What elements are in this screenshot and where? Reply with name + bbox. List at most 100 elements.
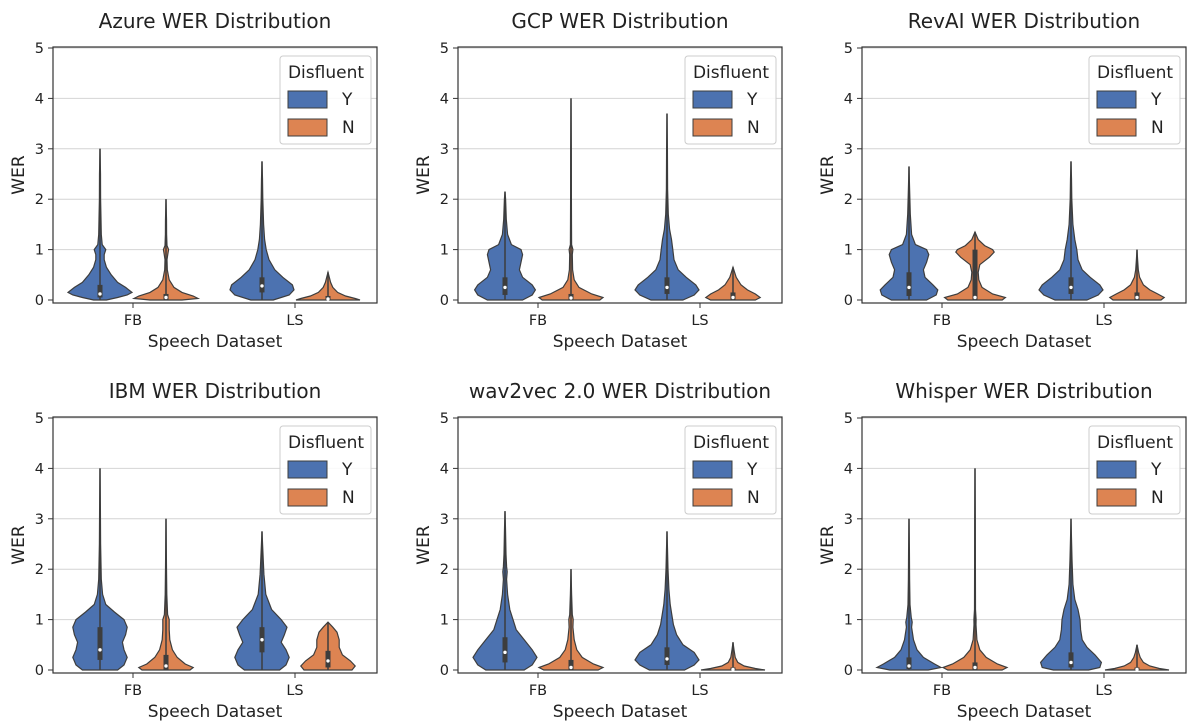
- chart-panel-4: 0 1 2 3 4 5 FB LS IBM WER Distribution Speech Dat…: [9, 379, 378, 722]
- violin-median: [98, 292, 102, 296]
- violin-median: [973, 295, 977, 300]
- legend-swatch-n: [692, 118, 733, 137]
- y-tick-label: 4: [35, 91, 44, 107]
- y-tick-label: 1: [440, 613, 449, 629]
- legend-title: Disfluent: [1097, 433, 1173, 453]
- y-tick-label: 2: [440, 192, 449, 208]
- chart-panel-3: 0 1 2 3 4 5 FB LS RevAI WER Distribution Speech D…: [818, 9, 1187, 352]
- y-axis-label: WER: [414, 525, 434, 565]
- chart-title: Azure WER Distribution: [99, 9, 332, 33]
- chart-title: RevAI WER Distribution: [908, 9, 1140, 33]
- y-tick-label: 3: [35, 512, 44, 528]
- x-tick-label: FB: [933, 313, 951, 329]
- x-tick-label: FB: [529, 683, 547, 699]
- y-tick-label: 0: [844, 663, 853, 679]
- x-axis-label: Speech Dataset: [957, 332, 1092, 352]
- x-axis-label: Speech Dataset: [553, 332, 688, 352]
- legend-entry-n: N: [342, 118, 355, 138]
- legend-entry-n: N: [1151, 118, 1164, 138]
- plot-frame: [457, 46, 783, 304]
- legend: Disfluent YN: [684, 55, 777, 145]
- y-tick-label: 5: [844, 411, 853, 427]
- legend-title: Disfluent: [288, 433, 364, 453]
- chart-panel-6: 0 1 2 3 4 5 FB LS Whisper WER Distribution Speech…: [818, 379, 1187, 722]
- y-tick-label: 3: [35, 142, 44, 158]
- y-tick-label: 5: [440, 41, 449, 57]
- x-axis-label: Speech Dataset: [148, 702, 283, 722]
- legend-entry-n: N: [747, 488, 760, 508]
- chart-title: wav2vec 2.0 WER Distribution: [469, 379, 771, 403]
- plot-frame: [52, 46, 378, 304]
- y-tick-label: 2: [35, 192, 44, 208]
- legend-entry-n: N: [1151, 488, 1164, 508]
- x-tick-label: LS: [1095, 683, 1112, 699]
- chart-title: GCP WER Distribution: [511, 9, 728, 33]
- chart-title: IBM WER Distribution: [109, 379, 322, 403]
- legend-title: Disfluent: [693, 63, 769, 83]
- legend-entry-y: Y: [341, 460, 353, 480]
- plot-frame: [52, 416, 378, 674]
- violin-median: [569, 296, 573, 300]
- violin-median: [1069, 660, 1073, 665]
- legend-entry-n: N: [342, 488, 355, 508]
- x-axis-label: Speech Dataset: [148, 332, 283, 352]
- legend-title: Disfluent: [693, 433, 769, 453]
- legend: Disfluent YN: [279, 55, 372, 145]
- y-tick-label: 2: [844, 192, 853, 208]
- x-axis-label: Speech Dataset: [553, 702, 688, 722]
- legend-swatch-y: [1096, 460, 1137, 479]
- violin-median: [731, 295, 735, 300]
- legend-swatch-n: [1096, 488, 1137, 507]
- chart-panel-5: 0 1 2 3 4 5 FB LS wav2vec 2.0 WER Distribution Sp…: [414, 379, 783, 722]
- chart-panel-2: 0 1 2 3 4 5 FB LS GCP WER Distribution Speech Dat…: [414, 9, 783, 352]
- y-tick-label: 1: [844, 613, 853, 629]
- y-axis-label: WER: [9, 155, 29, 195]
- y-tick-label: 2: [844, 562, 853, 578]
- legend-swatch-n: [287, 118, 328, 137]
- legend-entry-n: N: [747, 118, 760, 138]
- legend-entry-y: Y: [746, 90, 758, 110]
- violin-median: [260, 284, 264, 288]
- legend-title: Disfluent: [1097, 63, 1173, 83]
- legend-swatch-y: [1096, 90, 1137, 109]
- y-tick-label: 3: [440, 142, 449, 158]
- violin-median: [665, 285, 669, 290]
- x-tick-label: LS: [286, 313, 303, 329]
- y-tick-label: 4: [440, 91, 449, 107]
- legend-swatch-n: [1096, 118, 1137, 137]
- legend-entry-y: Y: [746, 460, 758, 480]
- violin-median: [907, 285, 911, 290]
- x-tick-label: LS: [286, 683, 303, 699]
- y-tick-label: 4: [440, 461, 449, 477]
- y-tick-label: 2: [440, 562, 449, 578]
- violin-median: [731, 667, 735, 672]
- y-axis-label: WER: [9, 525, 29, 565]
- legend-title: Disfluent: [288, 63, 364, 83]
- legend-swatch-n: [692, 488, 733, 507]
- violin-median: [503, 650, 507, 655]
- y-tick-label: 4: [844, 91, 853, 107]
- legend: Disfluent YN: [684, 425, 777, 515]
- chart-title: Whisper WER Distribution: [895, 379, 1152, 403]
- y-axis-label: WER: [818, 155, 838, 195]
- violin-median: [1069, 285, 1073, 290]
- legend-swatch-y: [287, 90, 328, 109]
- y-tick-label: 0: [35, 663, 44, 679]
- violin-median: [326, 297, 330, 301]
- legend-swatch-y: [692, 460, 733, 479]
- violin-median: [907, 664, 911, 668]
- plot-frame: [861, 416, 1187, 674]
- violin-median: [569, 665, 573, 670]
- violin-median: [326, 659, 330, 663]
- legend-swatch-y: [692, 90, 733, 109]
- y-tick-label: 5: [844, 41, 853, 57]
- y-tick-label: 5: [35, 411, 44, 427]
- chart-panel-1: 0 1 2 3 4 5 FB LS Azure WER Distribution Speech D…: [9, 9, 378, 352]
- legend: Disfluent YN: [1088, 425, 1181, 515]
- y-tick-label: 5: [440, 411, 449, 427]
- y-tick-label: 0: [844, 293, 853, 309]
- x-axis-label: Speech Dataset: [957, 702, 1092, 722]
- y-tick-label: 3: [440, 512, 449, 528]
- y-tick-label: 3: [844, 512, 853, 528]
- violin-median: [1135, 295, 1139, 300]
